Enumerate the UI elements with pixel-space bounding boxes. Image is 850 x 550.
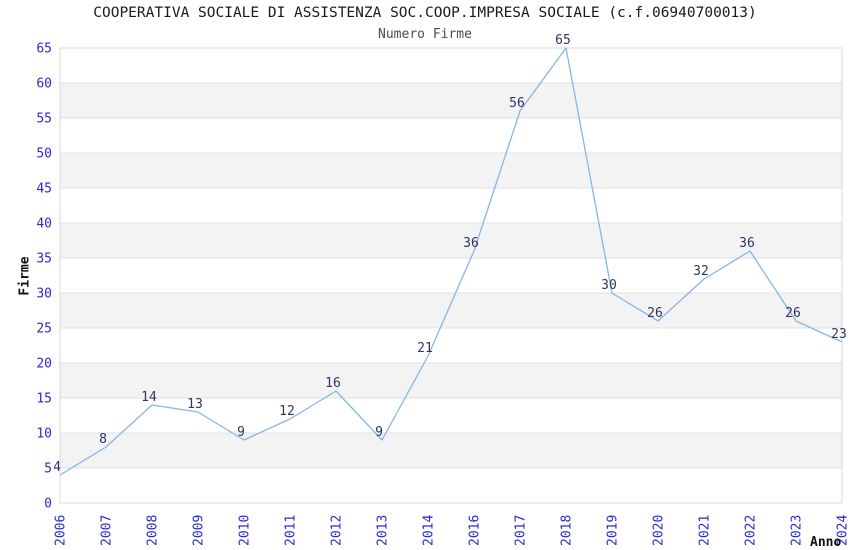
y-tick-label: 50 <box>36 147 52 162</box>
chart-title: COOPERATIVA SOCIALE DI ASSISTENZA SOC.CO… <box>93 5 757 21</box>
chart-subtitle: Numero Firme <box>378 27 472 42</box>
point-label: 56 <box>509 96 525 111</box>
x-tick-label: 2023 <box>790 515 805 546</box>
plot-border <box>59 47 843 504</box>
point-label: 23 <box>831 327 847 342</box>
plot-band <box>60 293 842 328</box>
point-label: 21 <box>417 341 433 356</box>
x-tick-label: 2008 <box>146 515 161 546</box>
x-tick-label: 2021 <box>698 515 713 546</box>
data-line <box>59 47 843 476</box>
y-tick-label: 40 <box>36 217 52 232</box>
x-tick-label: 2014 <box>422 515 437 546</box>
y-tick-label: 30 <box>36 287 52 302</box>
y-tick-label: 15 <box>36 392 52 407</box>
point-label: 26 <box>647 306 663 321</box>
y-tick-label: 45 <box>36 182 52 197</box>
y-tick-label: 60 <box>36 77 52 92</box>
y-tick-label: 0 <box>44 497 52 512</box>
point-label: 14 <box>141 390 157 405</box>
plot-band <box>60 433 842 468</box>
point-label: 30 <box>601 278 617 293</box>
point-label: 12 <box>279 404 295 419</box>
x-tick-label: 2007 <box>100 515 115 546</box>
x-tick-label: 2018 <box>560 515 575 546</box>
x-tick-label: 2020 <box>652 515 667 546</box>
x-tick-label: 2011 <box>284 515 299 546</box>
y-tick-label: 55 <box>36 112 52 127</box>
x-tick-label: 2016 <box>468 515 483 546</box>
point-label: 26 <box>785 306 801 321</box>
point-label: 13 <box>187 397 203 412</box>
x-tick-label: 2019 <box>606 515 621 546</box>
point-label: 32 <box>693 264 709 279</box>
y-tick-label: 10 <box>36 427 52 442</box>
y-tick-label: 65 <box>36 42 52 57</box>
x-tick-label: 2006 <box>54 515 69 546</box>
x-tick-label: 2022 <box>744 515 759 546</box>
x-axis-title: Anno <box>810 535 842 550</box>
point-label: 4 <box>53 460 61 475</box>
x-tick-label: 2010 <box>238 515 253 546</box>
point-label: 65 <box>555 33 571 48</box>
x-tick-label: 2009 <box>192 515 207 546</box>
x-tick-label: 2013 <box>376 515 391 546</box>
y-tick-label: 35 <box>36 252 52 267</box>
point-label: 16 <box>325 376 341 391</box>
point-label: 8 <box>99 432 107 447</box>
point-label: 36 <box>463 236 479 251</box>
point-label: 9 <box>237 425 245 440</box>
y-tick-label: 5 <box>44 462 52 477</box>
plot-band <box>60 83 842 118</box>
x-tick-label: 2024 <box>836 515 850 546</box>
x-tick-label: 2012 <box>330 515 345 546</box>
plot-band <box>60 153 842 188</box>
y-tick-label: 25 <box>36 322 52 337</box>
point-label: 9 <box>375 425 383 440</box>
point-label: 36 <box>739 236 755 251</box>
plot-band <box>60 363 842 398</box>
y-tick-label: 20 <box>36 357 52 372</box>
x-tick-label: 2017 <box>514 515 529 546</box>
plot-band <box>60 223 842 258</box>
